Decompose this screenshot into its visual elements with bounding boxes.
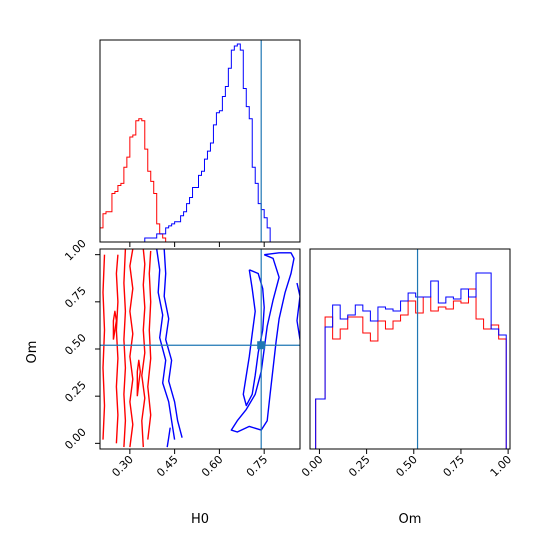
h0-xtick-label-2: 0.60 [199, 453, 226, 480]
joint-truth-marker [257, 341, 266, 350]
contour-series-0-5 [147, 250, 152, 440]
h0-xtick-label-3: 0.75 [244, 453, 271, 480]
om-ytick-label-0: 0.00 [62, 426, 89, 453]
h0-histogram-frame [99, 39, 301, 243]
om-hist-series-1 [315, 272, 507, 449]
h0-histogram-panel [99, 39, 301, 247]
contour-series-1-3 [242, 269, 265, 407]
h0-xtick-label-0: 0.30 [109, 453, 136, 480]
om-xtick-label-3: 0.75 [441, 453, 468, 480]
h0-hist-series-1 [100, 43, 271, 242]
om-ytick-label-1: 0.25 [62, 378, 89, 405]
om-histogram-panel: 0.00 0.25 0.50 0.75 1.00 Om [299, 248, 515, 527]
om-ytick-label-3: 0.75 [62, 284, 89, 311]
contour-series-1-1 [163, 249, 183, 438]
om-ytick-label-2: 0.50 [62, 331, 89, 358]
contour-series-0-1 [123, 249, 127, 448]
contour-series-1-2 [230, 252, 295, 433]
contour-series-1-4 [296, 282, 300, 340]
om-xlabel: Om [399, 512, 422, 527]
om-ytick-label-4: 1.00 [62, 237, 89, 264]
joint-contour-frame [99, 248, 301, 450]
om-hist-series-0 [315, 288, 507, 449]
joint-ylabel: Om [25, 341, 40, 364]
contour-series-1-0 [156, 249, 176, 440]
om-xtick-label-0: 0.00 [299, 453, 326, 480]
om-xtick-label-2: 0.50 [393, 453, 420, 480]
contour-series-0-0 [129, 249, 134, 448]
om-xtick-label-1: 0.25 [346, 453, 373, 480]
h0-hist-series-0 [100, 118, 300, 242]
contour-series-0-4 [141, 249, 146, 448]
contour-series-0-3 [102, 254, 106, 440]
contour-series-0-6 [112, 310, 118, 340]
contour-series-0-2 [115, 254, 119, 444]
joint-contour-panel: 0.30 0.45 0.60 0.75 0.00 0.25 0.50 0.75 1.00 H0… [25, 237, 301, 527]
om-histogram-frame [309, 248, 511, 450]
om-xtick-label-4: 1.00 [488, 453, 515, 480]
joint-xlabel: H0 [191, 512, 209, 527]
contour-series-1-5 [166, 427, 171, 448]
contour-series-0-7 [136, 359, 141, 397]
h0-xtick-label-1: 0.45 [154, 453, 181, 480]
